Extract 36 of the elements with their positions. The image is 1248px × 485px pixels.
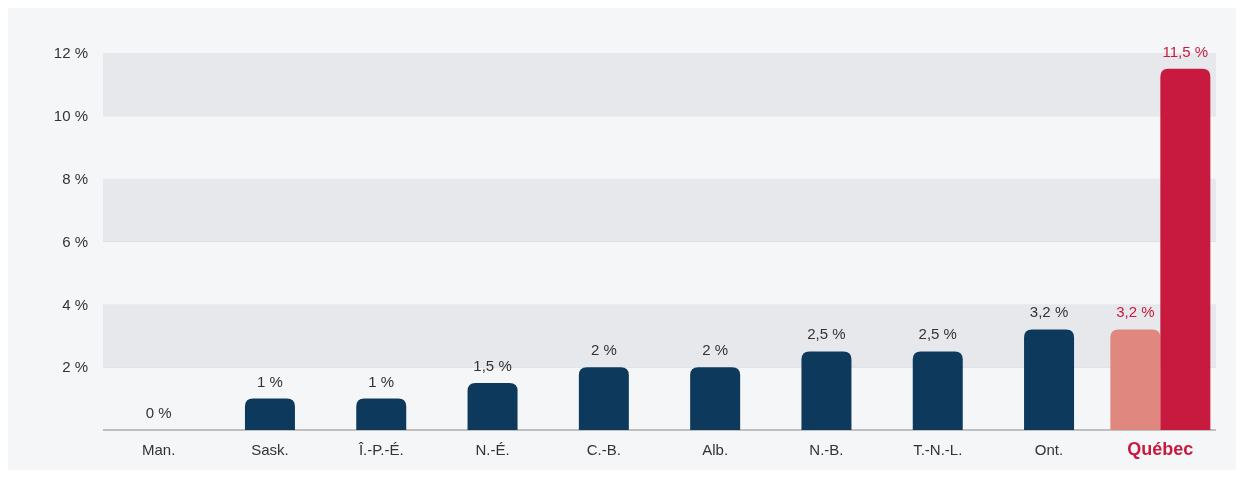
bar (690, 367, 741, 430)
data-label: 1 % (257, 372, 283, 390)
x-tick-label: N.-B. (809, 441, 844, 458)
bar (244, 398, 295, 430)
data-label: 2 % (702, 341, 729, 359)
y-tick-label: 12 % (53, 44, 88, 62)
bar (801, 351, 852, 430)
data-label: 2,5 % (918, 325, 957, 343)
data-label: 3,2 % (1029, 303, 1069, 321)
data-label: 1,5 % (473, 356, 512, 374)
x-tick-label: Man. (141, 441, 176, 458)
x-tick-label: C.-B. (586, 441, 621, 458)
bar (1024, 329, 1075, 430)
y-tick-label: 2 % (62, 358, 88, 376)
x-tick-label: T.-N.-L. (913, 441, 963, 458)
bar (356, 398, 407, 430)
bar (912, 351, 963, 430)
y-tick-label: 10 % (53, 107, 88, 125)
bar (1160, 68, 1211, 430)
bar (578, 367, 629, 430)
data-label: 1 % (368, 372, 395, 390)
x-tick-label: Québec (1127, 439, 1194, 459)
x-tick-label: Alb. (702, 441, 729, 458)
x-tick-label: Sask. (251, 441, 289, 458)
y-tick-label: 4 % (62, 295, 88, 313)
x-tick-label: Ont. (1034, 441, 1064, 458)
data-label: 0 % (145, 404, 172, 421)
y-tick-label: 6 % (62, 232, 88, 250)
data-label: 2 % (590, 341, 617, 359)
data-label: 2,5 % (807, 325, 846, 343)
y-tick-label: 8 % (62, 169, 88, 187)
bar (467, 382, 518, 430)
x-tick-label: Î.-P.-É. (357, 441, 404, 458)
x-tick-label: N.-É. (475, 441, 510, 458)
data-label: 11,5 % (1162, 42, 1209, 60)
data-label: 3,2 % (1116, 303, 1155, 321)
